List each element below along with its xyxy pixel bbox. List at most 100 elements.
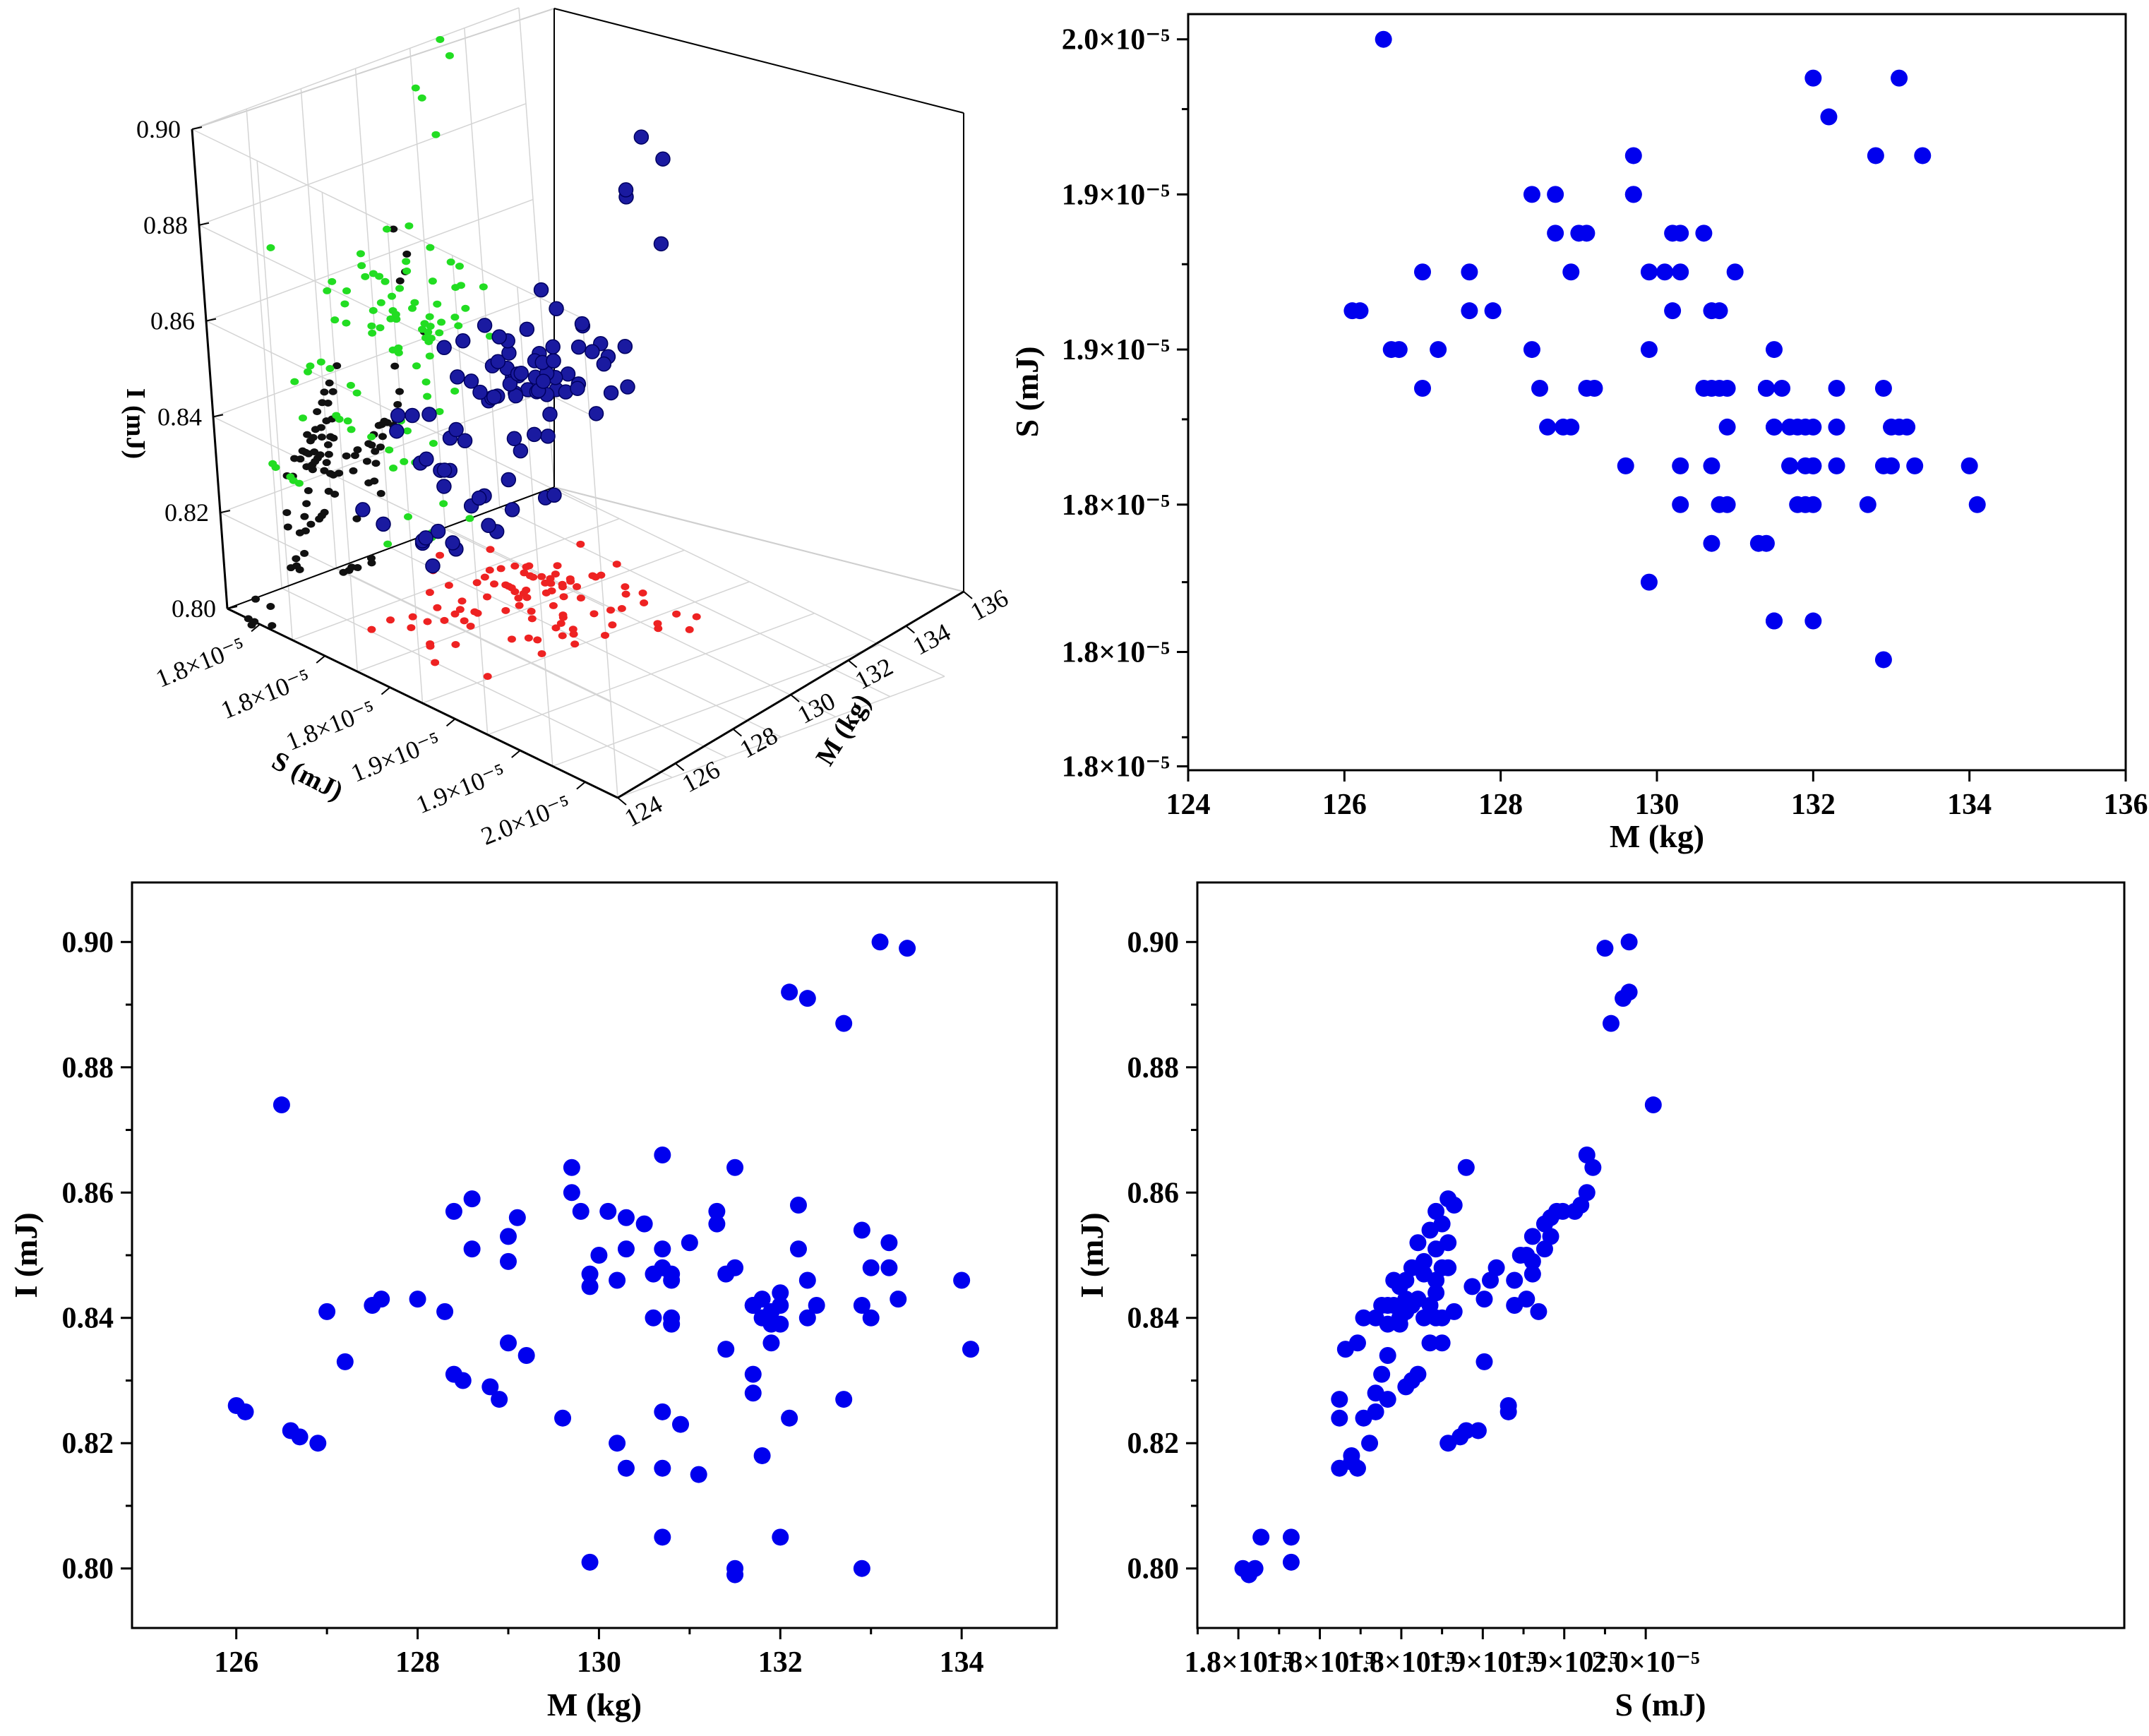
scatter-point-3d [545,339,561,355]
scatter-point-3d [549,301,564,316]
projection-point-s-i [306,520,316,528]
scatter-point-3d [436,479,452,494]
scatter-point [499,1252,517,1270]
x-tick-label: 1.8×10⁻⁵ [1266,1646,1374,1679]
y-tick-label: 132 [851,652,897,695]
scatter-point-3d [390,407,406,424]
projection-point-m-i [356,250,365,258]
projection-point-m-i [383,540,393,548]
projection-point-m-i [445,52,454,59]
projection-point-s-m [431,659,440,666]
projection-point-s-m [617,604,626,612]
projection-point-s-m [612,561,621,568]
scatter-point [463,1240,481,1258]
projection-point-s-i [324,450,333,458]
projection-point-m-i [368,329,377,337]
projection-point-s-m [408,613,417,621]
scatter-point-3d [653,236,669,252]
x-tick-label: 1.8×10⁻⁵ [217,663,314,724]
x-axis-label: M (kg) [1610,818,1704,854]
x-axis-label: S (mJ) [1615,1687,1706,1723]
projection-point-s-m [541,589,551,597]
scatter-point [481,1378,499,1396]
scatter-point [1961,457,1978,474]
projection-point-m-i [388,307,397,315]
scatter-point-3d [450,369,465,385]
scatter-point [1475,1291,1493,1308]
projection-point-s-i [352,515,361,522]
projection-point-m-i [435,407,444,415]
scatter-point [726,1259,744,1276]
projection-point-m-i [411,84,420,92]
projection-point-m-i [433,300,442,308]
projection-point-s-m [514,594,523,602]
scatter-point [1469,1422,1487,1439]
scatter-point [654,1240,671,1258]
scatter-point [291,1428,309,1446]
x-tick-label: 1.9×10⁻⁵ [1429,1646,1537,1679]
z-axis-line [191,128,229,609]
projection-point-s-i [300,549,309,557]
scatter-point [1804,69,1822,87]
projection-point-s-i [320,388,329,396]
projection-point-m-i [346,381,355,389]
projection-point-s-m [367,625,376,633]
scatter-point [654,1147,671,1164]
scatter-point [708,1202,726,1220]
scatter-point [1375,30,1392,48]
projection-point-m-i [342,287,352,295]
y-tick-label: 0.82 [1127,1427,1180,1460]
projection-point-s-m [549,601,558,609]
scatter-point [1828,457,1845,474]
projection-point-m-i [417,94,426,102]
scatter-point [1379,1391,1396,1408]
projection-point-s-m [466,622,475,630]
scatter-point [1804,418,1822,436]
projection-point-m-i [268,460,277,467]
y-tick-label: 1.8×10⁻⁵ [1062,751,1170,784]
scatter-point [1475,1353,1493,1370]
projection-point-s-i [362,457,371,465]
scatter-point [1602,1014,1620,1032]
scatter-point [1874,380,1892,397]
projection-point-s-m [522,586,531,594]
projection-point-m-i [389,465,398,472]
projection-point-s-i [251,595,261,603]
projection-point-s-i [389,225,398,233]
scatter-point [237,1403,254,1420]
projection-point-m-i [479,283,488,291]
scatter-point [1703,534,1720,552]
scatter-point [899,940,916,957]
grid-3d [191,7,945,798]
scatter-point [753,1291,771,1308]
panel-s-i-scatter: 1.8×10⁻⁵1.8×10⁻⁵1.8×10⁻⁵1.9×10⁻⁵1.9×10⁻⁵… [1074,881,2126,1723]
scatter-point-3d [620,379,635,395]
y-tick-label: 1.9×10⁻⁵ [1062,179,1170,211]
projection-point-s-m [510,562,520,570]
x-tick-label: 1.8×10⁻⁵ [1185,1646,1293,1679]
scatter-point [617,1209,635,1226]
z-tick-mark [227,606,238,609]
y-tick-label: 0.88 [62,1052,114,1084]
projection-point-s-m [576,594,585,602]
scatter-point [1409,1365,1427,1383]
y-tick-label: 134 [908,618,954,661]
scatter-point [1804,612,1822,630]
x-tick-label: 124 [1166,789,1211,821]
projection-point-s-i [371,460,381,467]
scatter-point [1531,380,1548,397]
scatter-point-3d [585,344,600,359]
scatter-point [436,1303,454,1320]
scatter-point [1757,380,1775,397]
projection-point-m-i [410,299,419,306]
grid-line [212,294,541,418]
projection-point-s-m [654,625,663,633]
scatter-point [1554,1202,1572,1220]
scatter-point [499,1334,517,1352]
x-tick-mark [316,655,325,664]
scatter-point [454,1372,472,1389]
projection-point-s-i [378,433,387,441]
projection-point-s-m [450,610,460,618]
projection-point-s-m [425,589,434,597]
x-axis-label: M (kg) [547,1687,642,1723]
